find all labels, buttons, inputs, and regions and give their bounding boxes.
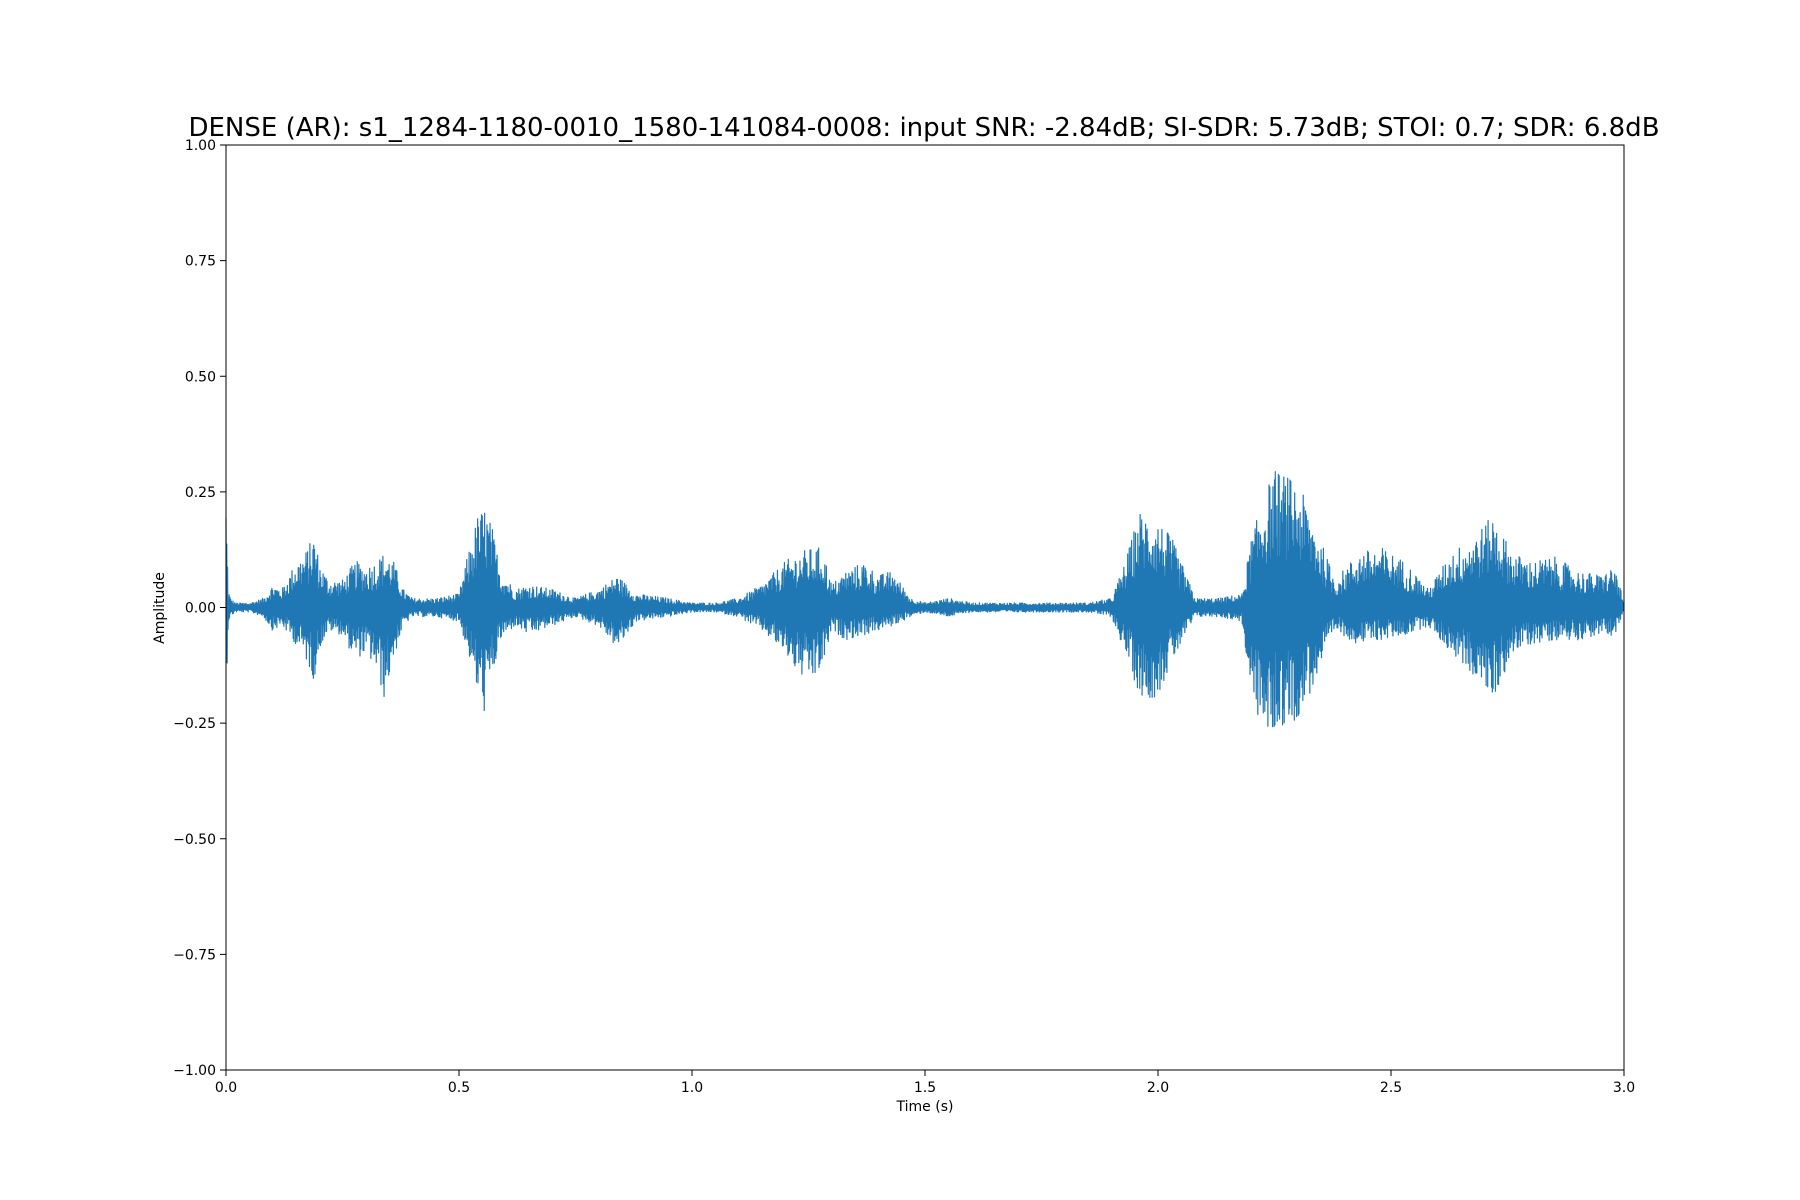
x-axis-ticks: 0.0 0.5 1.0 1.5 2.0 2.5 3.0: [215, 1070, 1635, 1096]
y-tick-label: −0.25: [173, 716, 216, 732]
y-tick-label: 0.50: [185, 369, 216, 385]
y-tick-label: 1.00: [185, 138, 216, 154]
y-axis-ticks: 1.00 0.75 0.50 0.25 0.00 −0.25 −0.50 −0.75 −1.00: [173, 138, 226, 1079]
y-axis-label: Amplitude: [152, 572, 168, 644]
x-tick-label: 3.0: [1613, 1080, 1635, 1096]
chart-title: DENSE (AR): s1_1284-1180-0010_1580-14108…: [188, 113, 1659, 143]
y-tick-label: 0.25: [185, 485, 216, 501]
y-tick-label: −1.00: [173, 1063, 216, 1079]
y-tick-label: −0.50: [173, 832, 216, 848]
waveform-line: [225, 471, 1625, 728]
x-tick-label: 0.5: [448, 1080, 470, 1096]
x-axis-label: Time (s): [896, 1099, 954, 1115]
x-tick-label: 0.0: [215, 1080, 237, 1096]
x-tick-label: 2.5: [1380, 1080, 1402, 1096]
y-tick-label: 0.75: [185, 254, 216, 270]
x-tick-label: 1.0: [681, 1080, 703, 1096]
x-tick-label: 2.0: [1147, 1080, 1169, 1096]
x-tick-label: 1.5: [914, 1080, 936, 1096]
y-tick-label: 0.00: [185, 601, 216, 617]
y-tick-label: −0.75: [173, 947, 216, 963]
waveform-series: [225, 471, 1625, 728]
